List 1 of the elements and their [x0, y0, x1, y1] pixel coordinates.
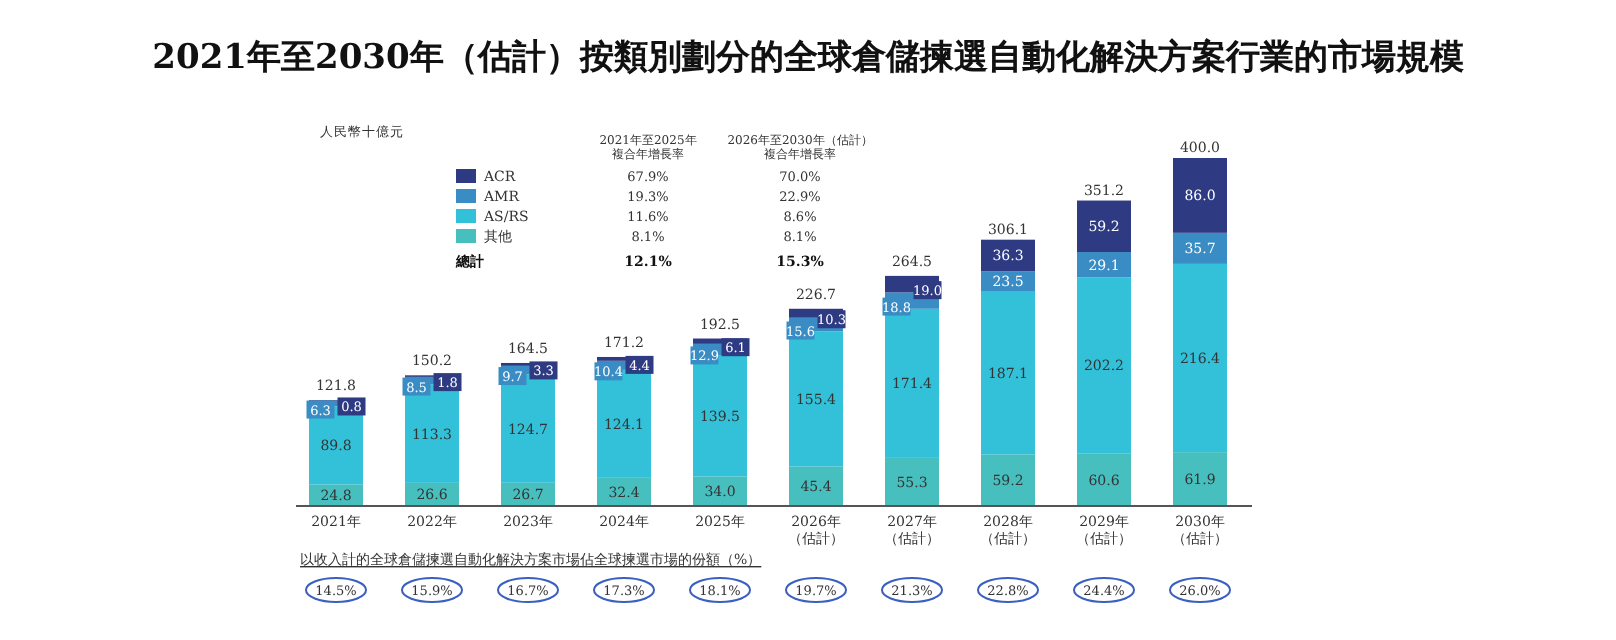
- title: 2021年至2030年（估計）按類別劃分的全球倉儲揀選自動化解決方案行業的市場規模: [152, 38, 1464, 78]
